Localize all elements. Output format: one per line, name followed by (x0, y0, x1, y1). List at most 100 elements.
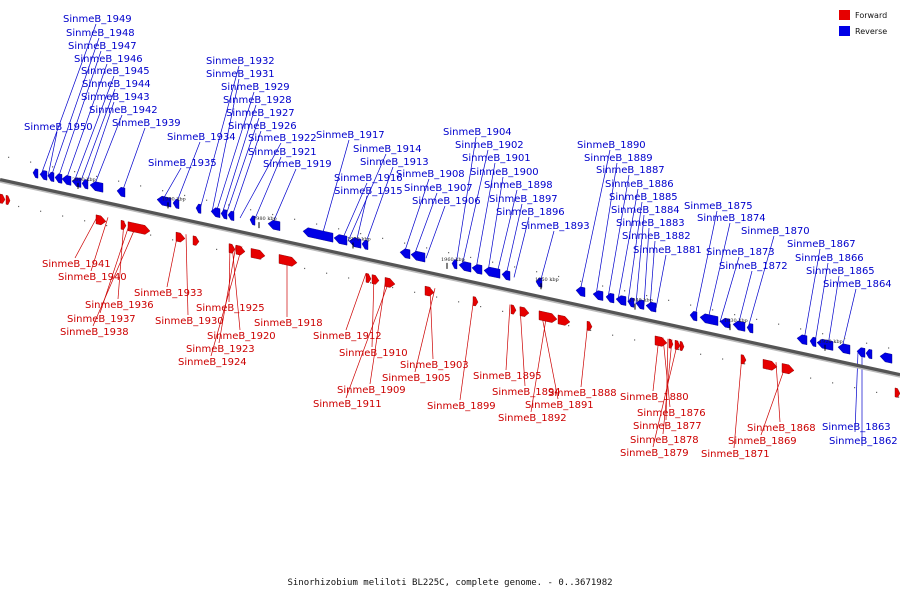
forward-gene-arrow[interactable] (371, 274, 380, 285)
forward-gene-arrow[interactable] (557, 314, 571, 326)
forward-gene-label[interactable]: SinmeB_1880 (620, 392, 689, 403)
forward-gene-label[interactable]: SinmeB_1936 (85, 300, 154, 311)
forward-gene-arrow[interactable] (278, 254, 298, 267)
forward-gene-label[interactable]: SinmeB_1910 (339, 348, 408, 359)
reverse-gene-arrow[interactable] (39, 170, 48, 181)
forward-gene-arrow[interactable] (586, 320, 593, 331)
reverse-gene-arrow[interactable] (54, 173, 63, 184)
forward-gene-arrow[interactable] (5, 195, 11, 205)
reverse-gene-label[interactable]: SinmeB_1947 (68, 41, 137, 52)
forward-gene-label[interactable]: SinmeB_1878 (630, 435, 699, 446)
reverse-gene-arrow[interactable] (699, 313, 719, 326)
forward-gene-label[interactable]: SinmeB_1937 (67, 314, 136, 325)
reverse-gene-label[interactable]: SinmeB_1915 (334, 186, 403, 197)
forward-gene-arrow[interactable] (740, 354, 747, 365)
reverse-gene-arrow[interactable] (195, 203, 202, 214)
forward-gene-arrow[interactable] (668, 338, 674, 349)
forward-gene-label[interactable]: SinmeB_1876 (637, 408, 706, 419)
reverse-gene-label[interactable]: SinmeB_1927 (226, 108, 295, 119)
forward-gene-label[interactable]: SinmeB_1869 (728, 436, 797, 447)
reverse-gene-label[interactable]: SinmeB_1939 (112, 118, 181, 129)
forward-gene-label[interactable]: SinmeB_1899 (427, 401, 496, 412)
reverse-gene-arrow[interactable] (451, 259, 458, 270)
reverse-gene-label[interactable]: SinmeB_1898 (484, 180, 553, 191)
reverse-gene-label[interactable]: SinmeB_1926 (228, 121, 297, 132)
forward-gene-label[interactable]: SinmeB_1909 (337, 385, 406, 396)
forward-gene-label[interactable]: SinmeB_1923 (186, 344, 255, 355)
reverse-gene-label[interactable]: SinmeB_1882 (622, 231, 691, 242)
reverse-gene-label[interactable]: SinmeB_1946 (74, 54, 143, 65)
reverse-gene-label[interactable]: SinmeB_1932 (206, 56, 275, 67)
forward-gene-arrow[interactable] (365, 273, 372, 284)
reverse-gene-arrow[interactable] (410, 250, 426, 263)
forward-gene-arrow[interactable] (228, 243, 236, 254)
reverse-gene-label[interactable]: SinmeB_1950 (24, 122, 93, 133)
reverse-gene-label[interactable]: SinmeB_1890 (577, 140, 646, 151)
reverse-gene-arrow[interactable] (220, 209, 228, 220)
reverse-gene-label[interactable]: SinmeB_1944 (82, 79, 151, 90)
forward-gene-label[interactable]: SinmeB_1911 (313, 399, 382, 410)
forward-gene-label[interactable]: SinmeB_1903 (400, 360, 469, 371)
forward-gene-arrow[interactable] (250, 248, 266, 260)
forward-gene-label[interactable]: SinmeB_1879 (620, 448, 689, 459)
forward-gene-label[interactable]: SinmeB_1925 (196, 303, 265, 314)
reverse-gene-label[interactable]: SinmeB_1901 (462, 153, 531, 164)
reverse-gene-label[interactable]: SinmeB_1889 (584, 153, 653, 164)
forward-gene-arrow[interactable] (762, 359, 778, 371)
reverse-gene-label[interactable]: SinmeB_1919 (263, 159, 332, 170)
reverse-gene-arrow[interactable] (615, 295, 627, 306)
forward-gene-label[interactable]: SinmeB_1892 (498, 413, 567, 424)
forward-gene-arrow[interactable] (384, 277, 396, 288)
reverse-gene-label[interactable]: SinmeB_1900 (470, 167, 539, 178)
reverse-gene-label[interactable]: SinmeB_1935 (148, 158, 217, 169)
forward-gene-arrow[interactable] (127, 221, 151, 235)
reverse-gene-arrow[interactable] (865, 349, 873, 360)
forward-gene-label[interactable]: SinmeB_1871 (701, 449, 770, 460)
reverse-gene-label[interactable]: SinmeB_1881 (633, 245, 702, 256)
reverse-gene-label[interactable]: SinmeB_1908 (396, 169, 465, 180)
forward-gene-label[interactable]: SinmeB_1877 (633, 421, 702, 432)
reverse-gene-arrow[interactable] (227, 210, 235, 221)
reverse-gene-label[interactable]: SinmeB_1893 (521, 221, 590, 232)
reverse-gene-label[interactable]: SinmeB_1872 (719, 261, 788, 272)
reverse-gene-arrow[interactable] (172, 198, 180, 210)
reverse-gene-arrow[interactable] (879, 352, 893, 364)
reverse-gene-label[interactable]: SinmeB_1862 (829, 436, 898, 447)
reverse-gene-arrow[interactable] (302, 227, 334, 243)
reverse-gene-label[interactable]: SinmeB_1866 (795, 253, 864, 264)
reverse-gene-label[interactable]: SinmeB_1865 (806, 266, 875, 277)
forward-gene-label[interactable]: SinmeB_1920 (207, 331, 276, 342)
reverse-gene-arrow[interactable] (689, 311, 698, 322)
reverse-gene-arrow[interactable] (837, 343, 851, 355)
forward-gene-label[interactable]: SinmeB_1891 (525, 400, 594, 411)
reverse-gene-label[interactable]: SinmeB_1902 (455, 140, 524, 151)
reverse-gene-label[interactable]: SinmeB_1886 (605, 179, 674, 190)
forward-gene-label[interactable]: SinmeB_1933 (134, 288, 203, 299)
reverse-gene-label[interactable]: SinmeB_1922 (248, 133, 317, 144)
reverse-gene-label[interactable]: SinmeB_1928 (223, 95, 292, 106)
reverse-gene-label[interactable]: SinmeB_1883 (616, 218, 685, 229)
reverse-gene-label[interactable]: SinmeB_1896 (496, 207, 565, 218)
forward-gene-arrow[interactable] (192, 235, 200, 246)
reverse-gene-arrow[interactable] (210, 207, 221, 218)
reverse-gene-arrow[interactable] (71, 177, 82, 188)
forward-gene-label[interactable]: SinmeB_1918 (254, 318, 323, 329)
reverse-gene-label[interactable]: SinmeB_1864 (823, 279, 892, 290)
reverse-gene-label[interactable]: SinmeB_1931 (206, 69, 275, 80)
legend-reverse-swatch[interactable] (839, 26, 850, 36)
forward-gene-arrow[interactable] (510, 304, 517, 315)
reverse-gene-label[interactable]: SinmeB_1875 (684, 201, 753, 212)
reverse-gene-label[interactable]: SinmeB_1949 (63, 14, 132, 25)
reverse-gene-arrow[interactable] (796, 334, 808, 346)
reverse-gene-arrow[interactable] (348, 237, 362, 249)
reverse-gene-label[interactable]: SinmeB_1914 (353, 144, 422, 155)
reverse-gene-arrow[interactable] (575, 286, 586, 298)
forward-gene-label[interactable]: SinmeB_1905 (382, 373, 451, 384)
reverse-gene-arrow[interactable] (592, 290, 604, 301)
reverse-gene-label[interactable]: SinmeB_1945 (81, 66, 150, 77)
reverse-gene-arrow[interactable] (399, 248, 411, 260)
reverse-gene-arrow[interactable] (627, 297, 635, 308)
reverse-gene-label[interactable]: SinmeB_1916 (334, 173, 403, 184)
reverse-gene-arrow[interactable] (249, 215, 256, 226)
forward-gene-arrow[interactable] (120, 219, 127, 231)
